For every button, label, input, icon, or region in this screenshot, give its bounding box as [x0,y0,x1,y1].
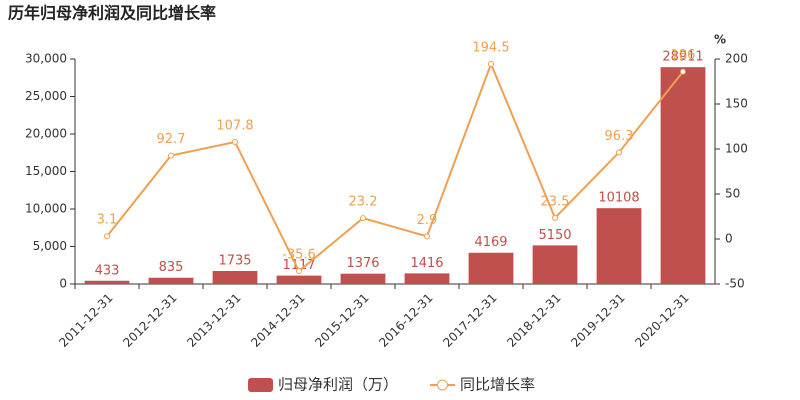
line-value-label: 194.5 [472,40,509,55]
legend-label: 归母净利润（万） [278,376,398,394]
x-tick-label: 2013-12-31 [184,291,243,350]
line-value-label: 3.1 [97,213,118,228]
bar [212,270,258,284]
line-point [168,152,174,159]
line-point [424,233,430,240]
legend-label: 同比增长率 [460,376,535,394]
bar-value-label: 1376 [346,256,379,271]
bar [660,67,706,284]
bar-value-label: 10108 [598,191,639,206]
line-point [232,138,238,145]
bar [340,273,386,284]
line-point [104,233,110,240]
bar-value-label: 1117 [282,258,315,273]
y2-tick-label: 50 [725,187,740,201]
bar [276,275,322,284]
chart-title: 历年归母净利润及同比增长率 [8,4,216,23]
y2-tick-label: 100 [725,142,748,156]
bar [404,273,450,284]
x-tick-label: 2017-12-31 [440,291,499,350]
y-tick-label: 20,000 [25,127,67,141]
y-tick-label: 15,000 [25,164,67,178]
y-tick-label: 5,000 [33,239,67,253]
line-point [680,68,686,75]
y-tick-label: 10,000 [25,202,67,216]
x-tick-label: 2019-12-31 [568,291,627,350]
x-tick-label: 2012-12-31 [120,291,179,350]
x-tick-label: 2015-12-31 [312,291,371,350]
line-value-label: -35.6 [282,248,316,263]
bar-value-label: 28911 [662,50,703,65]
x-tick-label: 2018-12-31 [504,291,563,350]
bar-value-label: 5150 [538,228,571,243]
line [106,61,684,273]
bar-value-label: 433 [95,263,120,278]
x-tick-label: 2011-12-31 [56,291,115,350]
line-point [488,60,494,67]
y2-axis-label: % [714,33,726,47]
line-point [296,268,302,275]
y2-tick-label: 200 [725,52,748,66]
line-point [552,214,558,221]
x-tick-label: 2016-12-31 [376,291,435,350]
bar [148,277,194,284]
x-tick-label: 2020-12-31 [632,291,691,350]
bar [596,208,642,284]
line-value-label: 23.2 [349,195,378,210]
line-value-label: 2.9 [417,213,438,228]
bar-value-label: 4169 [474,235,507,250]
line-value-label: 186 [671,48,696,63]
bar-value-label: 1735 [218,253,251,268]
line-value-label: 23.5 [541,194,570,209]
legend-swatch [248,378,273,392]
x-tick-label: 2014-12-31 [248,291,307,350]
y2-tick-label: 0 [725,232,733,246]
line-value-label: 92.7 [157,132,186,147]
bar [84,280,130,284]
bar [532,245,578,284]
y2-tick-label: 150 [725,97,748,111]
line-point [616,149,622,156]
line-value-label: 96.3 [605,129,634,144]
legend-swatch [437,379,449,391]
bar-value-label: 1416 [410,256,443,271]
bar-value-label: 835 [159,260,184,275]
y-tick-label: 30,000 [25,52,67,66]
line-point [360,215,366,222]
bar [468,252,514,284]
y2-tick-label: -50 [725,277,745,291]
line-value-label: 107.8 [216,118,253,133]
y-tick-label: 0 [59,277,67,291]
y-tick-label: 25,000 [25,89,67,103]
